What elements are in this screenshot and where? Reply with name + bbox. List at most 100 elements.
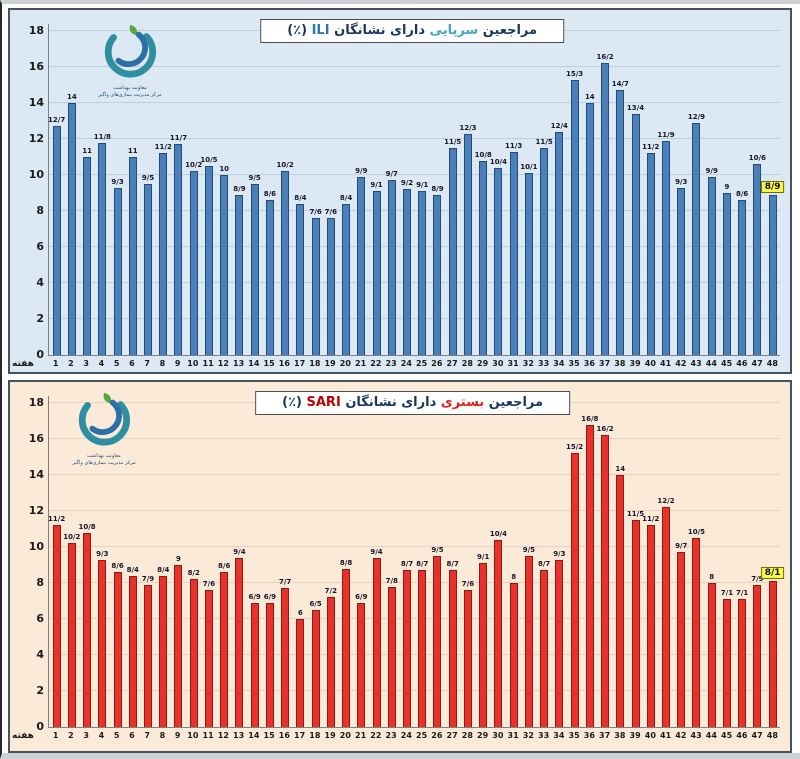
x-tick-week-28: 28 [461, 359, 473, 368]
bar-week-24 [403, 189, 411, 355]
bar-week-14 [250, 184, 259, 355]
bar-slot-week-42: 9/3 [674, 24, 689, 355]
bar-slot-week-28: 7/6 [460, 396, 475, 727]
bar-week-8 [159, 575, 168, 727]
bar-slot-week-5: 9/3 [110, 24, 125, 355]
x-tick-week-4: 4 [98, 731, 105, 740]
bar-week-29 [479, 160, 488, 355]
bar-slot-week-11: 10/5 [200, 24, 218, 355]
bar-value-label: 11/9 [657, 130, 675, 139]
bar-week-42 [677, 187, 686, 355]
gridline [49, 246, 780, 247]
x-tick-week-38: 38 [614, 359, 626, 368]
x-tick-week-32: 32 [522, 731, 534, 740]
bar-slot-week-31: 8 [506, 396, 521, 727]
bar-value-label: 14 [615, 465, 626, 473]
bar-slot-week-34: 12/4 [551, 24, 568, 355]
bar-value-label: 10/6 [748, 154, 766, 163]
bar-week-22 [372, 557, 381, 727]
x-tick-week-33: 33 [538, 731, 550, 740]
bar-value-label: 7/1 [736, 589, 749, 598]
bar-value-label: 9/1 [370, 181, 383, 190]
x-tick-week-39: 39 [629, 731, 641, 740]
bar-value-label: 8/9 [233, 184, 246, 193]
bar-value-label: 8/4 [157, 565, 170, 574]
title-disease-code: SARI [306, 395, 341, 410]
x-tick-week-6: 6 [129, 731, 135, 740]
y-tick-label: 16 [28, 60, 44, 73]
x-tick-week-26: 26 [431, 359, 443, 368]
x-tick-week-23: 23 [385, 359, 397, 368]
x-tick-week-42: 42 [675, 359, 687, 368]
bar-slot-week-20: 8/4 [338, 24, 353, 355]
x-tick-week-7: 7 [144, 359, 150, 368]
x-tick-week-30: 30 [492, 731, 504, 740]
bar-slot-week-13: 8/9 [232, 24, 247, 355]
bar-slot-week-7: 9/5 [140, 24, 155, 355]
bar-slot-week-21: 6/9 [354, 396, 369, 727]
bar-slot-week-17: 6 [293, 396, 308, 727]
bar-week-12 [220, 572, 229, 727]
bar-slot-week-9: 11/7 [170, 24, 187, 355]
bar-value-label: 16/2 [596, 53, 614, 62]
bar-week-13 [235, 194, 244, 355]
bar-value-label: 8/9 [431, 184, 444, 193]
bar-slot-week-27: 8/7 [445, 396, 460, 727]
x-tick-week-31: 31 [507, 731, 519, 740]
bar-value-label: 9 [176, 555, 181, 563]
bar-week-41 [661, 507, 670, 727]
bar-week-13 [235, 557, 244, 727]
bar-value-label: 8/6 [218, 562, 231, 571]
bar-value-label: 6/5 [309, 600, 322, 608]
x-tick-week-44: 44 [705, 359, 717, 368]
bar-week-4 [98, 559, 107, 727]
bar-slot-week-8: 11/2 [155, 24, 172, 355]
bar-slot-week-26: 9/5 [430, 396, 445, 727]
x-tick-week-46: 46 [736, 359, 748, 368]
x-tick-week-15: 15 [263, 731, 275, 740]
bar-week-42 [677, 552, 686, 727]
bar-slot-week-22: 9/1 [369, 24, 384, 355]
bar-week-1 [52, 525, 61, 727]
bar-week-18 [311, 218, 320, 355]
bar-week-34 [555, 131, 564, 355]
x-tick-week-12: 12 [217, 731, 229, 740]
bar-week-3 [83, 532, 92, 727]
x-tick-week-28: 28 [461, 731, 473, 740]
bar-week-10 [189, 579, 198, 727]
bar-value-label: 10/8 [78, 522, 96, 531]
bar-value-label: 9/3 [96, 549, 109, 558]
y-tick-label: 18 [28, 396, 44, 409]
bar-week-10 [189, 171, 198, 355]
bars-container: 12/7 14 11 11/8 9/3 11 9/5 11/2 11/7 10/2 10/5 10 8/… [48, 24, 785, 355]
y-tick-label: 10 [28, 168, 44, 181]
title-disease-code: ILI [311, 23, 330, 38]
bar-week-38 [616, 475, 625, 727]
logo-caption-line1: معاونت بهداشت [113, 85, 147, 91]
bar-value-label: 7/6 [324, 208, 337, 217]
bar-slot-week-45: 9 [719, 24, 734, 355]
bar-value-label: 9/5 [141, 174, 155, 182]
bar-week-47 [753, 584, 762, 727]
bar-week-30 [494, 539, 503, 727]
x-tick-week-31: 31 [507, 359, 519, 368]
bar-week-20 [342, 568, 351, 727]
bar-week-46 [738, 599, 747, 727]
bar-slot-week-10: 10/2 [185, 24, 202, 355]
bar-week-26 [433, 556, 442, 727]
x-tick-week-40: 40 [644, 731, 656, 740]
bar-week-36 [585, 424, 594, 727]
bar-week-19 [326, 597, 335, 727]
ili-x-axis: هفته 1 2 3 4 5 6 7 8 9 10 11 12 13 14 15 16 17 18 19 20 21 22 2… [12, 357, 780, 373]
bar-slot-week-34: 9/3 [552, 396, 567, 727]
bar-week-48 [768, 581, 777, 727]
bar-slot-week-33: 11/5 [536, 24, 553, 355]
bar-week-3 [83, 157, 92, 355]
bar-week-45 [722, 599, 731, 727]
bar-slot-week-18: 7/6 [308, 24, 323, 355]
bar-slot-week-25: 8/7 [415, 396, 430, 727]
bar-slot-week-10: 8/2 [186, 396, 201, 727]
bar-slot-week-31: 11/3 [505, 24, 522, 355]
bar-week-14 [250, 602, 259, 727]
